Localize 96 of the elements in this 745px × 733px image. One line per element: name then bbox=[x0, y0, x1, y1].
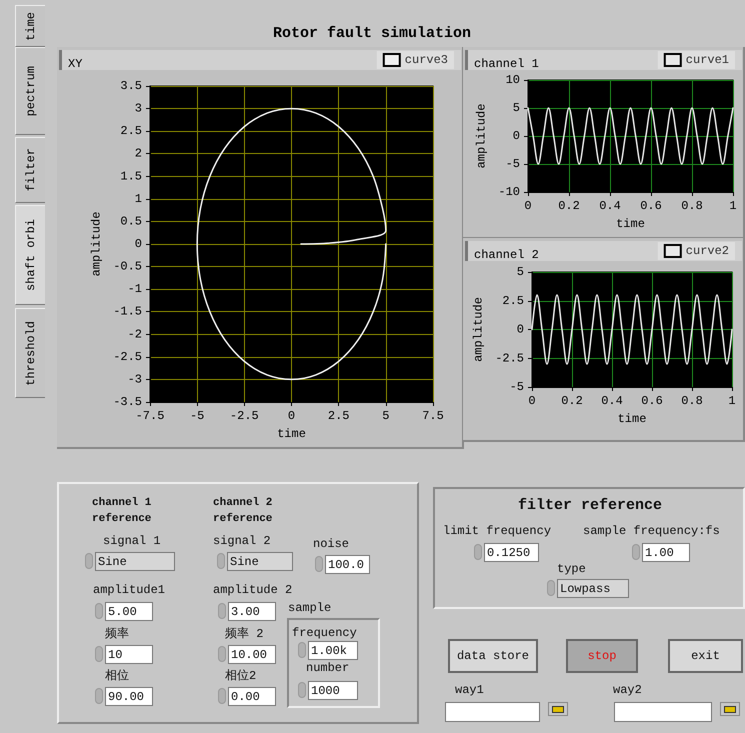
text: data store bbox=[448, 639, 538, 673]
chart-title: channel 1 bbox=[474, 57, 539, 71]
text: 5.00 bbox=[105, 602, 153, 621]
text: Rotor fault simulation bbox=[272, 25, 472, 42]
y-tick-label: 10 bbox=[506, 73, 520, 87]
x-tick-label: 0.4 bbox=[599, 199, 621, 213]
y-tick-label: -2 bbox=[128, 327, 142, 342]
text: 0.00 bbox=[228, 687, 276, 706]
y-tick-label: -3 bbox=[128, 372, 142, 386]
y-tick-label: 2.5 bbox=[120, 124, 142, 138]
text: 3.00 bbox=[228, 602, 276, 621]
y-tick-label: -2.5 bbox=[495, 351, 524, 366]
text: 频率 2 bbox=[225, 626, 264, 642]
text: 1.00 bbox=[642, 543, 690, 562]
x-tick-label: -7.5 bbox=[136, 409, 164, 423]
text: shaft orbi bbox=[24, 218, 38, 291]
y-tick-label: 0.5 bbox=[120, 214, 142, 228]
text: noise bbox=[313, 536, 350, 552]
y-tick-label: -10 bbox=[498, 185, 520, 199]
x-tick-label: -5 bbox=[190, 409, 204, 423]
text: 1.00k bbox=[308, 641, 358, 660]
text: 频率 bbox=[105, 626, 129, 642]
y-tick-label: -5 bbox=[506, 157, 520, 171]
y-axis-title: amplitude bbox=[89, 212, 104, 276]
x-tick-label: 0.8 bbox=[681, 394, 703, 408]
text: 10.00 bbox=[228, 645, 276, 664]
x-tick-label: 0.2 bbox=[558, 199, 580, 213]
text: 0.1250 bbox=[484, 543, 539, 562]
x-tick-label: 7.5 bbox=[422, 409, 444, 423]
y-tick-label: 5 bbox=[512, 101, 520, 115]
x-tick-label: 0.2 bbox=[561, 394, 583, 408]
chart-title: XY bbox=[68, 57, 82, 71]
y-tick-label: -1.5 bbox=[113, 304, 142, 319]
text: channel 1 reference bbox=[92, 496, 152, 527]
text: pectrum bbox=[24, 66, 38, 116]
y-axis-title: amplitude bbox=[474, 104, 488, 168]
text: 100.0 bbox=[325, 555, 370, 574]
text: 相位 bbox=[105, 668, 129, 684]
x-tick-label: 0 bbox=[528, 394, 536, 408]
text: signal 2 bbox=[213, 533, 271, 549]
y-tick-label: 2 bbox=[134, 146, 142, 161]
y-tick-label: 0 bbox=[516, 322, 524, 336]
text: sample bbox=[288, 600, 332, 616]
legend-label: curve1 bbox=[686, 53, 730, 67]
x-axis-title: time bbox=[618, 412, 646, 426]
text: amplitude 2 bbox=[213, 582, 292, 598]
y-tick-label: -1 bbox=[128, 282, 142, 296]
text: 90.00 bbox=[105, 687, 153, 706]
text: way2 bbox=[613, 682, 642, 698]
x-axis-title: time bbox=[277, 427, 306, 441]
text: type bbox=[557, 561, 586, 577]
y-tick-label: 3 bbox=[134, 102, 142, 116]
x-tick-label: 1 bbox=[728, 394, 736, 408]
text: signal 1 bbox=[103, 533, 161, 549]
y-tick-label: -2.5 bbox=[113, 350, 142, 364]
y-tick-label: -3.5 bbox=[113, 395, 142, 409]
x-tick-label: 2.5 bbox=[328, 409, 350, 423]
y-tick-label: 5 bbox=[516, 265, 524, 279]
chart-title: channel 2 bbox=[474, 248, 539, 262]
y-tick-label: 0 bbox=[134, 237, 142, 251]
y-tick-label: 1.5 bbox=[120, 169, 142, 184]
text: sample frequency:fs bbox=[583, 523, 720, 539]
y-tick-label: -0.5 bbox=[113, 260, 142, 274]
x-axis-title: time bbox=[616, 217, 645, 231]
y-tick-label: -5 bbox=[510, 380, 524, 394]
text: channel 2 reference bbox=[213, 496, 274, 527]
x-tick-label: -2.5 bbox=[230, 409, 259, 423]
text: 相位2 bbox=[225, 668, 256, 684]
text: time bbox=[24, 12, 38, 40]
x-tick-label: 0.6 bbox=[640, 199, 662, 213]
x-tick-label: 5 bbox=[382, 409, 390, 423]
y-axis-title: amplitude bbox=[471, 297, 486, 362]
legend-label: curve3 bbox=[404, 53, 448, 67]
x-tick-label: 1 bbox=[729, 199, 737, 213]
text: filter reference bbox=[516, 496, 664, 516]
x-tick-label: 0.8 bbox=[681, 199, 703, 213]
text: Lowpass bbox=[557, 579, 629, 598]
text: number bbox=[306, 660, 350, 676]
text: frequency bbox=[292, 625, 357, 641]
x-tick-label: 0 bbox=[288, 409, 296, 423]
x-tick-label: 0.6 bbox=[641, 394, 663, 408]
text: stop bbox=[566, 639, 638, 673]
text: Sine bbox=[227, 552, 293, 571]
y-tick-label: 2.5 bbox=[502, 294, 524, 308]
text: way1 bbox=[455, 682, 484, 698]
text: filter bbox=[24, 148, 38, 192]
y-tick-label: 0 bbox=[512, 129, 520, 143]
text: exit bbox=[668, 639, 743, 673]
x-tick-label: 0.4 bbox=[601, 394, 623, 408]
text: amplitude1 bbox=[93, 582, 166, 598]
text: threshold bbox=[24, 320, 38, 386]
text: 1000 bbox=[308, 681, 358, 700]
legend-label: curve2 bbox=[686, 244, 730, 258]
y-tick-label: 3.5 bbox=[120, 79, 142, 93]
text: limit frequency bbox=[443, 523, 552, 539]
text: Sine bbox=[95, 552, 175, 571]
